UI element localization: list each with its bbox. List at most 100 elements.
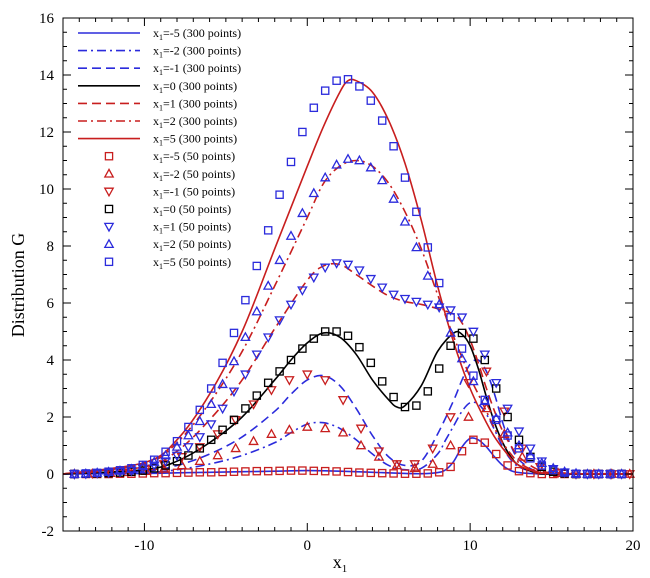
data-point <box>127 464 136 473</box>
x-tick-label: 20 <box>626 538 641 554</box>
data-point <box>301 421 313 431</box>
legend-label: x1=1 (300 points) <box>153 96 237 112</box>
series-line <box>62 401 634 475</box>
x-axis-title-subscript: 1 <box>342 563 348 575</box>
data-point <box>137 460 149 471</box>
data-point <box>286 157 296 167</box>
y-tick-label: 4 <box>47 353 55 369</box>
data-point <box>355 342 364 352</box>
data-point <box>343 75 353 84</box>
data-point <box>229 467 239 476</box>
data-point <box>172 456 182 466</box>
series-x1-1-300-points <box>62 358 634 476</box>
data-point <box>240 331 251 342</box>
data-point <box>365 161 377 172</box>
data-point <box>171 441 183 451</box>
data-point <box>284 424 295 434</box>
data-point <box>230 442 241 453</box>
data-point <box>309 466 319 476</box>
data-point <box>195 405 205 415</box>
series-x1-2-50-points <box>69 153 627 478</box>
data-point <box>525 444 536 455</box>
y-tick-label: 10 <box>39 182 54 198</box>
data-point <box>513 427 525 437</box>
data-point <box>377 468 387 478</box>
legend-label: x1=-1 (300 points) <box>153 61 241 77</box>
data-point <box>503 431 512 440</box>
data-point <box>343 331 353 341</box>
data-point <box>479 395 491 406</box>
data-point <box>194 433 206 443</box>
data-point <box>412 207 421 217</box>
data-point <box>103 468 114 479</box>
data-point <box>388 193 399 203</box>
data-point <box>456 313 468 323</box>
data-point <box>468 327 479 338</box>
data-point <box>148 456 160 466</box>
data-point <box>266 428 277 438</box>
series-x1-5-50-points <box>70 75 626 479</box>
legend-marker-swatch <box>103 168 115 178</box>
data-point <box>400 469 410 478</box>
data-point <box>479 350 491 361</box>
data-point <box>570 467 582 478</box>
legend-entry: x1=1 (50 points) <box>103 220 231 236</box>
data-point <box>366 358 376 368</box>
data-point <box>194 443 206 453</box>
data-point <box>490 412 502 423</box>
data-point <box>206 468 216 477</box>
data-point <box>285 230 297 240</box>
data-point <box>537 461 547 470</box>
data-point <box>377 116 387 125</box>
data-point <box>516 451 528 461</box>
legend-entry: x1=5 (50 points) <box>104 255 231 271</box>
data-point <box>526 468 535 478</box>
data-point <box>319 422 331 433</box>
data-point <box>469 371 478 380</box>
data-point <box>285 300 297 311</box>
data-point <box>319 263 331 274</box>
data-point <box>354 266 365 276</box>
y-tick-label: 12 <box>39 125 54 141</box>
data-point <box>320 327 330 336</box>
series-x1-1-300-points <box>62 262 634 475</box>
data-point <box>286 466 296 475</box>
data-point <box>183 443 194 453</box>
x-axis-title: x1 <box>333 552 348 575</box>
data-point <box>463 378 474 389</box>
data-point <box>262 333 274 343</box>
data-point <box>355 468 364 477</box>
data-point <box>388 290 399 301</box>
series-line <box>62 330 634 475</box>
data-point <box>560 468 569 477</box>
legend-entry: x1=2 (50 points) <box>103 237 231 253</box>
data-point <box>503 461 512 470</box>
data-point <box>297 207 308 218</box>
legend-entry: x1=-2 (300 points) <box>78 44 241 60</box>
plot-marks <box>62 75 636 480</box>
data-point <box>547 462 559 473</box>
data-point <box>212 449 224 460</box>
data-point <box>218 358 227 368</box>
data-point <box>342 260 354 271</box>
data-point <box>308 187 320 198</box>
data-point <box>241 467 250 476</box>
data-point <box>104 467 113 476</box>
data-point <box>252 466 262 476</box>
data-point <box>412 469 421 478</box>
data-point <box>184 422 193 432</box>
legend: x1=-5 (300 points)x1=-2 (300 points)x1=-… <box>78 26 241 271</box>
data-point <box>400 402 410 412</box>
data-point <box>481 402 492 413</box>
data-point <box>391 460 403 470</box>
data-point <box>491 384 501 393</box>
data-point <box>263 466 273 476</box>
legend-entry: x1=-1 (50 points) <box>103 184 235 200</box>
data-point <box>274 254 285 265</box>
legend-marker-swatch <box>103 187 115 198</box>
data-point <box>229 328 239 338</box>
data-point <box>251 305 263 316</box>
data-point <box>434 278 444 288</box>
data-point <box>91 469 103 479</box>
series-x1-0-50-points <box>70 327 626 479</box>
